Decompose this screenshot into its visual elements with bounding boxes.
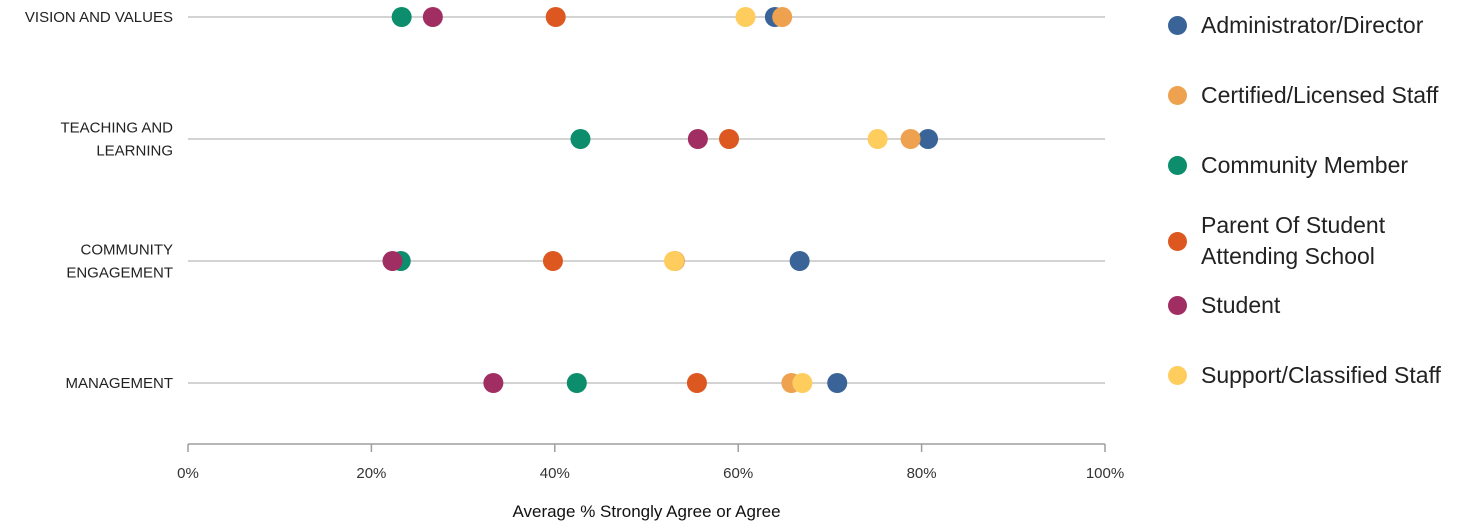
legend-label: Community Member xyxy=(1201,152,1409,178)
data-point-parent-of-student-attending-school xyxy=(719,129,740,149)
legend-label: Administrator/Director xyxy=(1201,12,1424,38)
data-point-administrator-director xyxy=(789,251,810,271)
legend-swatch xyxy=(1168,156,1187,175)
category-label: LEARNING xyxy=(96,143,173,160)
x-tick-label: 20% xyxy=(356,465,386,482)
category-label: MANAGEMENT xyxy=(65,375,173,392)
data-point-certified-licensed-staff xyxy=(772,7,793,27)
legend-item: Administrator/Director xyxy=(1168,10,1473,41)
x-tick-label: 80% xyxy=(907,465,937,482)
x-axis-title: Average % Strongly Agree or Agree xyxy=(512,502,780,521)
data-point-student xyxy=(382,251,403,271)
data-point-certified-licensed-staff xyxy=(900,129,921,149)
legend-item: Support/Classified Staff xyxy=(1168,360,1473,391)
data-point-community-member xyxy=(566,373,587,393)
x-tick-label: 60% xyxy=(723,465,753,482)
data-point-parent-of-student-attending-school xyxy=(545,7,566,27)
x-tick-label: 40% xyxy=(540,465,570,482)
data-point-student xyxy=(422,7,443,27)
legend-swatch xyxy=(1168,296,1187,315)
x-tick-label: 0% xyxy=(177,465,199,482)
category-label: TEACHING AND xyxy=(60,120,173,137)
x-axis-ticks xyxy=(187,444,1106,452)
data-point-community-member xyxy=(391,7,412,27)
category-lines xyxy=(188,16,1105,384)
x-tick-label: 100% xyxy=(1086,465,1124,482)
legend-swatch xyxy=(1168,86,1187,105)
legend-swatch xyxy=(1168,16,1187,35)
category-label: VISION AND VALUES xyxy=(25,9,173,26)
data-point-student xyxy=(483,373,504,393)
data-point-administrator-director xyxy=(918,129,939,149)
data-point-support-classified-staff xyxy=(867,129,888,149)
data-point-student xyxy=(687,129,708,149)
data-point-support-classified-staff xyxy=(792,373,813,393)
data-point-administrator-director xyxy=(827,373,848,393)
legend-swatch xyxy=(1168,231,1187,251)
legend-item: Student xyxy=(1168,290,1473,321)
x-axis-tick-labels: 0% 20% 40% 60% 80% 100% xyxy=(177,465,1124,482)
data-point-community-member xyxy=(570,129,591,149)
x-axis: 0% 20% 40% 60% 80% 100% Average % Strongly Ag… xyxy=(177,443,1124,521)
legend-item: Certified/Licensed Staff xyxy=(1168,80,1473,111)
data-point-parent-of-student-attending-school xyxy=(542,251,563,271)
legend-label: Parent Of Student Attending School xyxy=(1201,212,1386,269)
data-points xyxy=(382,7,939,393)
legend-label: Student xyxy=(1201,292,1281,318)
legend-item: Community Member xyxy=(1168,150,1473,181)
legend-swatch xyxy=(1168,366,1187,385)
category-label: COMMUNITY xyxy=(81,242,174,259)
data-point-support-classified-staff xyxy=(735,7,756,27)
category-label: ENGAGEMENT xyxy=(66,265,173,282)
legend-item: Parent Of Student Attending School xyxy=(1168,210,1473,272)
data-point-parent-of-student-attending-school xyxy=(686,373,707,393)
legend-label: Certified/Licensed Staff xyxy=(1201,82,1439,108)
data-point-support-classified-staff xyxy=(664,251,685,271)
legend-label: Support/Classified Staff xyxy=(1201,362,1441,388)
category-labels: VISION AND VALUES TEACHING AND LEARNING COM… xyxy=(25,9,173,392)
